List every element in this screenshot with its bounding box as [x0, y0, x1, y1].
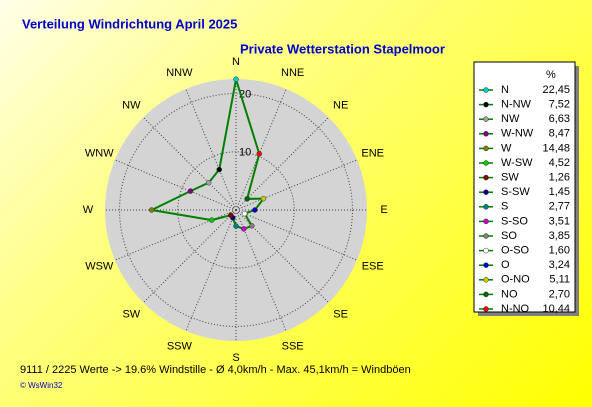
marker	[228, 212, 234, 218]
legend-name: W-SW	[501, 157, 533, 169]
legend-value: 6,63	[549, 113, 570, 125]
axis-label: W	[83, 204, 94, 216]
legend-name: W	[501, 142, 512, 154]
legend-marker	[483, 116, 489, 122]
legend-marker	[483, 291, 489, 298]
axis-label: WSW	[85, 261, 114, 273]
legend-value: 7,52	[549, 99, 570, 111]
axis-label: NW	[122, 99, 141, 111]
axis-label: SSE	[282, 341, 304, 353]
marker	[233, 76, 239, 83]
legend-name: N-NW	[501, 99, 532, 111]
axis-label: NNW	[166, 67, 193, 79]
axis-label: WNW	[85, 147, 114, 159]
legend-marker	[483, 87, 489, 93]
legend-name: SO	[501, 230, 517, 242]
legend-name: O-NO	[501, 274, 530, 286]
marker	[205, 179, 212, 186]
copyright: © WsWin32	[20, 381, 63, 390]
marker	[244, 196, 250, 202]
axis-label: NE	[333, 99, 348, 111]
legend-name: O	[501, 259, 510, 271]
legend-marker	[483, 277, 489, 283]
grid-ring	[119, 93, 353, 327]
marker	[241, 226, 247, 232]
legend-value: 10,44	[542, 303, 570, 315]
legend-name: S-SW	[501, 186, 530, 198]
axis-label: SE	[333, 309, 348, 321]
legend-marker	[483, 174, 489, 181]
legend-value: 1,45	[549, 186, 570, 198]
axis-label: SSW	[167, 341, 193, 353]
legend-marker	[483, 247, 489, 254]
spoke	[114, 159, 237, 211]
legend-value: 2,77	[549, 201, 570, 213]
legend-marker	[483, 218, 489, 225]
legend-marker	[483, 262, 489, 268]
legend-marker	[483, 204, 489, 210]
legend-marker	[483, 101, 489, 108]
legend-marker	[483, 233, 489, 239]
legend-name: N-NO	[501, 303, 530, 315]
legend-value: 1,26	[549, 172, 570, 184]
legend-name: S	[501, 201, 508, 213]
marker	[241, 210, 248, 217]
legend-marker	[483, 131, 489, 137]
chart-subtitle: Private Wetterstation Stapelmoor	[240, 41, 445, 56]
legend-name: N	[501, 84, 509, 96]
marker	[252, 207, 258, 213]
spoke	[143, 117, 237, 211]
r-tick-label: 10	[239, 147, 251, 159]
spoke	[235, 159, 358, 211]
axis-label: NNE	[281, 67, 304, 79]
marker	[148, 207, 155, 213]
legend-value: 2,70	[549, 288, 570, 300]
legend-marker	[483, 160, 489, 166]
spoke	[235, 117, 329, 211]
marker	[233, 223, 239, 229]
legend-value: 1,60	[549, 245, 570, 257]
marker	[187, 188, 194, 194]
axis-label: ESE	[362, 261, 384, 273]
spoke	[143, 209, 237, 303]
legend-value: 3,51	[549, 215, 570, 227]
legend-name: NW	[501, 113, 520, 125]
axis-label: S	[232, 352, 239, 364]
marker	[256, 151, 263, 157]
legend-value: 14,48	[542, 142, 570, 154]
spoke	[185, 88, 237, 211]
axis-label: N	[232, 56, 240, 68]
grid-ring	[177, 151, 295, 269]
legend-marker	[483, 306, 489, 312]
spoke	[235, 209, 358, 261]
legend-name: NO	[501, 288, 518, 300]
axis-label: SW	[122, 309, 140, 321]
legend-value: 3,85	[549, 230, 570, 242]
marker	[216, 166, 222, 173]
spoke	[185, 209, 237, 332]
legend-name: S-SO	[501, 215, 528, 227]
legend-name: O-SO	[501, 245, 530, 257]
footer: 9111 / 2225 Werte -> 19.6% Windstille - …	[20, 364, 411, 376]
marker	[249, 223, 255, 229]
spoke	[235, 88, 287, 211]
legend-name: SW	[501, 172, 519, 184]
legend-title: %	[546, 69, 556, 81]
legend-marker	[483, 189, 489, 195]
legend-value: 8,47	[549, 128, 570, 140]
legend-marker	[483, 145, 489, 152]
axis-label: ENE	[361, 147, 384, 159]
legend-value: 4,52	[549, 157, 570, 169]
legend-value: 5,11	[549, 274, 570, 286]
axis-label: E	[380, 204, 387, 216]
legend-name: W-NW	[501, 128, 534, 140]
legend-box	[473, 61, 576, 313]
legend-value: 22,45	[542, 84, 570, 96]
legend-value: 3,24	[549, 259, 570, 271]
chart-title: Verteilung Windrichtung April 2025	[22, 16, 237, 31]
marker	[208, 217, 215, 223]
marker	[260, 195, 267, 202]
